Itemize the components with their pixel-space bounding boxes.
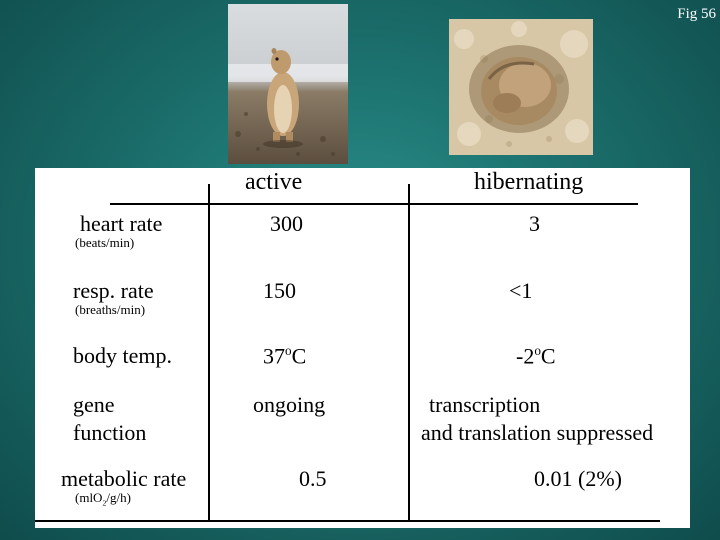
row-unit-resp-rate: (breaths/min)	[75, 302, 146, 317]
row-label-function: function	[73, 420, 147, 445]
column-header-hibernating: hibernating	[474, 169, 584, 195]
cell-hibernating-gene-function-line2: and translation suppressed	[421, 420, 654, 445]
cell-active-metabolic-rate: 0.5	[299, 466, 327, 491]
cell-hibernating-body-temp: -2oC	[516, 343, 556, 369]
cell-active-resp-rate: 150	[263, 278, 296, 303]
header-rule	[110, 203, 638, 205]
hibernating-squirrel-photo	[449, 19, 593, 155]
cell-active-body-temp: 37oC	[263, 343, 307, 369]
column-header-active: active	[245, 169, 303, 195]
cell-hibernating-heart-rate: 3	[529, 211, 540, 236]
row-label-gene: gene	[73, 392, 115, 417]
row-label-heart-rate: heart rate	[80, 211, 163, 236]
cell-active-heart-rate: 300	[270, 211, 303, 236]
column-divider-1	[208, 184, 210, 522]
row-unit-metabolic-rate: (mlO2/g/h)	[75, 490, 131, 508]
cell-hibernating-metabolic-rate: 0.01 (2%)	[534, 466, 622, 491]
row-label-metabolic-rate: metabolic rate	[61, 466, 187, 491]
comparison-table: active hibernating heart rate (beats/min…	[35, 168, 690, 528]
bottom-rule	[35, 520, 660, 522]
row-unit-heart-rate: (beats/min)	[75, 235, 135, 250]
figure-label: Fig 56	[677, 6, 716, 22]
active-squirrel-photo	[228, 4, 348, 164]
row-label-resp-rate: resp. rate	[73, 278, 154, 303]
cell-hibernating-resp-rate: <1	[509, 278, 533, 303]
cell-active-gene-function: ongoing	[253, 392, 326, 417]
column-divider-2	[408, 184, 410, 522]
cell-hibernating-gene-function-line1: transcription	[429, 392, 541, 417]
row-label-body-temp: body temp.	[73, 343, 172, 368]
